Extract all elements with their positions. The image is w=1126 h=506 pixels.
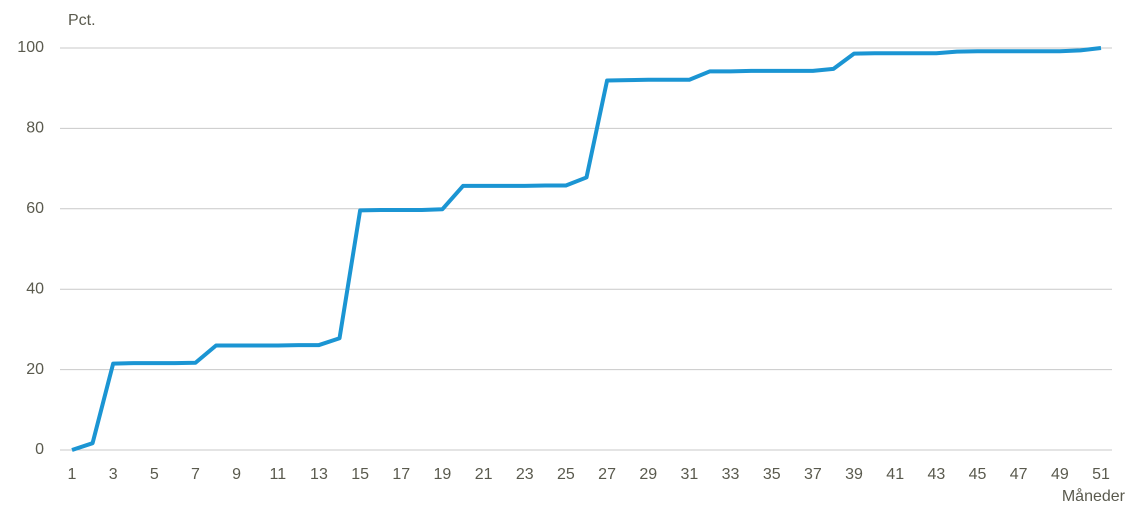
y-tick-label: 60 bbox=[26, 200, 44, 217]
x-tick-label: 21 bbox=[475, 466, 493, 483]
x-tick-label: 3 bbox=[109, 466, 118, 483]
x-tick-label: 43 bbox=[927, 466, 945, 483]
y-tick-label: 80 bbox=[26, 120, 44, 137]
x-tick-label: 45 bbox=[969, 466, 987, 483]
x-tick-label: 5 bbox=[150, 466, 159, 483]
x-tick-label: 9 bbox=[232, 466, 241, 483]
x-tick-label: 49 bbox=[1051, 466, 1069, 483]
x-tick-label: 1 bbox=[68, 466, 77, 483]
x-tick-label: 23 bbox=[516, 466, 534, 483]
line bbox=[71, 46, 1102, 452]
x-tick-label: 33 bbox=[722, 466, 740, 483]
x-tick-label: 41 bbox=[886, 466, 904, 483]
y-tick-label: 0 bbox=[35, 441, 44, 458]
y-tick-label: 40 bbox=[26, 280, 44, 297]
x-tick-label: 25 bbox=[557, 466, 575, 483]
x-tick-label: 39 bbox=[845, 466, 863, 483]
x-tick-label: 7 bbox=[191, 466, 200, 483]
x-tick-label: 37 bbox=[804, 466, 822, 483]
x-tick-label: 29 bbox=[639, 466, 657, 483]
y-tick-label: 20 bbox=[26, 361, 44, 378]
x-tick-label: 13 bbox=[310, 466, 328, 483]
y-axis-label: Pct. bbox=[68, 12, 96, 29]
x-tick-label: 47 bbox=[1010, 466, 1028, 483]
x-tick-label: 51 bbox=[1092, 466, 1110, 483]
x-tick-label: 11 bbox=[269, 466, 286, 483]
x-axis-label: Måneder bbox=[1062, 487, 1126, 505]
x-tick-label: 17 bbox=[392, 466, 410, 483]
x-tick-label: 35 bbox=[763, 466, 781, 483]
x-tick-label: 27 bbox=[598, 466, 616, 483]
x-tick-label: 15 bbox=[351, 466, 369, 483]
x-tick-label: 19 bbox=[434, 466, 452, 483]
x-tick-label: 31 bbox=[681, 466, 699, 483]
y-tick-label: 100 bbox=[17, 39, 44, 56]
